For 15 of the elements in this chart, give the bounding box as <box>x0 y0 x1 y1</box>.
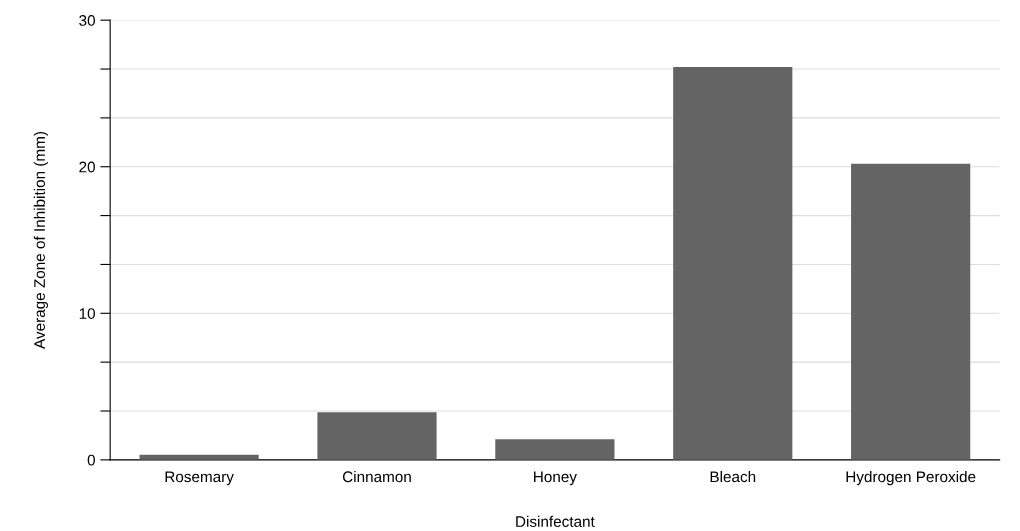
bar <box>851 163 971 460</box>
bar <box>317 412 437 460</box>
x-tick-label: Honey <box>534 471 577 486</box>
x-axis-title: Disinfectant <box>516 515 595 527</box>
bar <box>495 439 615 460</box>
y-tick-label: 20 <box>79 161 95 173</box>
x-tick-label: Hydrogen Peroxide <box>846 470 976 486</box>
x-tick-label: Bleach <box>710 470 756 483</box>
x-tick-label: Cinnamon <box>342 470 411 483</box>
x-tick-label: Rosemary <box>165 471 234 486</box>
y-tick-label: 10 <box>79 308 95 319</box>
y-axis-title: Average Zone of Inhibition (mm) <box>33 131 49 349</box>
y-tick-label: 30 <box>79 15 95 26</box>
bar <box>673 67 793 460</box>
y-tick-label: 0 <box>87 454 95 466</box>
